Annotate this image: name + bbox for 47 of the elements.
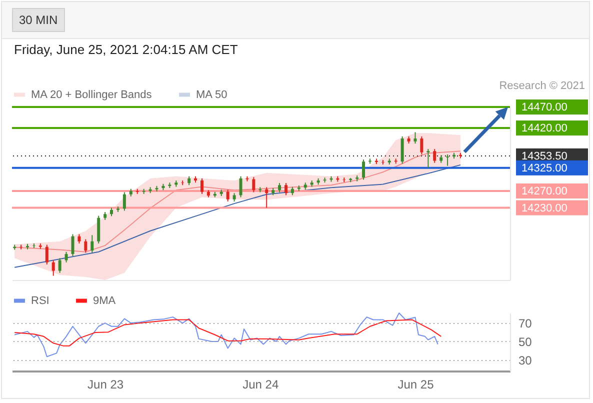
text: 30 MIN bbox=[12, 8, 65, 32]
candlestick bbox=[414, 132, 417, 144]
y-tick-label: 14230.00 bbox=[522, 202, 568, 214]
line-series bbox=[14, 150, 461, 252]
text: Research © 2021 bbox=[499, 80, 585, 92]
candlestick bbox=[45, 244, 48, 265]
y-tick-label: 50 bbox=[518, 334, 532, 349]
line-series bbox=[14, 319, 442, 346]
y-tick-label: 14270.00 bbox=[522, 185, 568, 198]
candlestick bbox=[239, 176, 242, 198]
chart-subtitle: Friday, June 25, 2021 2:04:15 AM CET bbox=[14, 42, 238, 57]
legend-label: 9MA bbox=[93, 294, 116, 307]
candlestick bbox=[446, 154, 450, 166]
candlestick bbox=[64, 251, 68, 263]
candlestick bbox=[265, 186, 268, 208]
candlestick bbox=[52, 260, 55, 276]
candlestick bbox=[78, 234, 81, 244]
candlestick bbox=[433, 148, 436, 164]
candlestick bbox=[226, 189, 230, 202]
candlestick bbox=[252, 176, 256, 193]
candlestick bbox=[400, 136, 404, 164]
candlestick bbox=[278, 182, 282, 193]
candlestick bbox=[426, 148, 430, 168]
candlestick bbox=[58, 258, 62, 274]
candlestick bbox=[200, 178, 204, 194]
legend-label: MA 50 bbox=[196, 88, 228, 101]
x-tick-label: Jun 23 bbox=[88, 378, 124, 392]
candlestick bbox=[90, 234, 94, 254]
candlestick bbox=[122, 192, 126, 212]
y-tick-label: 14353.50 bbox=[522, 150, 568, 162]
line-series bbox=[14, 164, 461, 268]
candlestick bbox=[420, 136, 424, 155]
legend-label: MA 20 + Bollinger Bands bbox=[31, 88, 152, 101]
y-tick-label: 14325.00 bbox=[522, 162, 568, 174]
candlestick bbox=[84, 238, 88, 254]
candlestick bbox=[362, 158, 366, 180]
x-tick-label: Jun 25 bbox=[398, 378, 434, 392]
y-tick-label: 70 bbox=[518, 316, 532, 331]
candlestick bbox=[71, 234, 74, 257]
y-tick-label: 30 bbox=[518, 353, 532, 368]
candlestick bbox=[97, 215, 100, 244]
y-tick-label: 14470.00 bbox=[522, 102, 568, 114]
line-series bbox=[14, 312, 438, 358]
candlestick bbox=[284, 182, 288, 196]
legend-label: RSI bbox=[31, 294, 50, 307]
x-tick-label: Jun 24 bbox=[242, 378, 279, 392]
y-tick-label: 14420.00 bbox=[522, 122, 568, 134]
